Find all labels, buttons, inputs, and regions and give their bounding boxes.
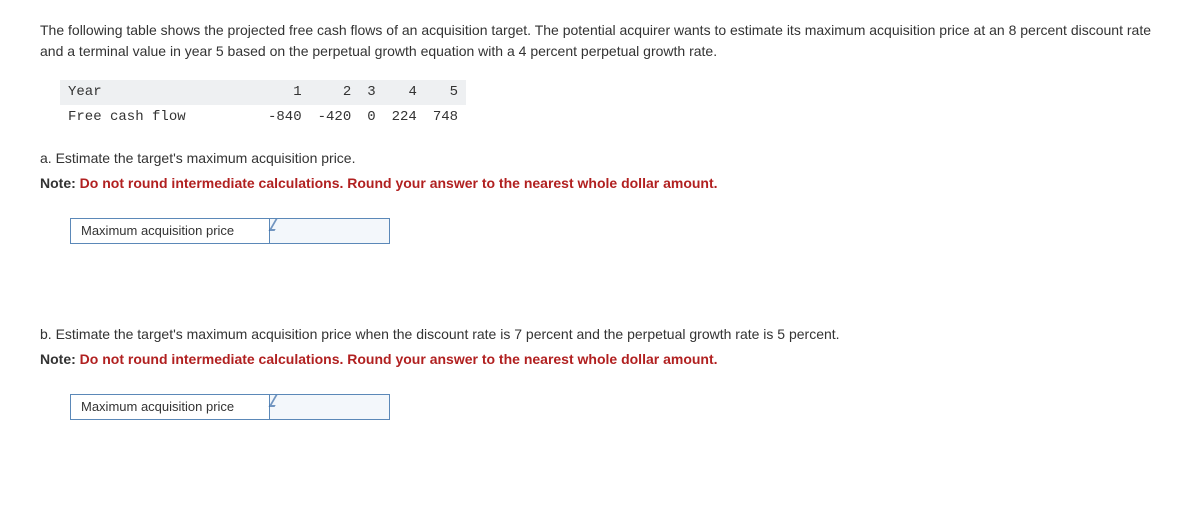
table-row: Year 1 2 3 4 5 — [60, 80, 466, 105]
part-b-question: b. Estimate the target's maximum acquisi… — [40, 324, 1160, 345]
note-body: Do not round intermediate calculations. … — [80, 175, 718, 191]
year-row-label: Year — [60, 80, 260, 105]
part-a-question: a. Estimate the target's maximum acquisi… — [40, 148, 1160, 169]
cashflow-table: Year 1 2 3 4 5 Free cash flow -840 -420 … — [60, 80, 466, 130]
part-a-note: Note: Do not round intermediate calculat… — [40, 173, 1160, 194]
note-prefix: Note: — [40, 175, 76, 191]
part-a-input-wrap — [270, 218, 390, 244]
part-b: b. Estimate the target's maximum acquisi… — [40, 324, 1160, 420]
year-cell: 4 — [384, 80, 425, 105]
fcf-row-label: Free cash flow — [60, 105, 260, 130]
part-a-answer-label: Maximum acquisition price — [70, 218, 270, 244]
fcf-cell: 224 — [384, 105, 425, 130]
part-b-answer-input[interactable] — [270, 395, 389, 419]
part-a-text: Estimate the target's maximum acquisitio… — [56, 150, 356, 166]
table-row: Free cash flow -840 -420 0 224 748 — [60, 105, 466, 130]
fcf-cell: -420 — [310, 105, 360, 130]
part-b-text: Estimate the target's maximum acquisitio… — [56, 326, 840, 342]
year-cell: 5 — [425, 80, 466, 105]
year-cell: 3 — [359, 80, 383, 105]
fcf-cell: 0 — [359, 105, 383, 130]
part-a-label: a. — [40, 150, 52, 166]
part-b-note: Note: Do not round intermediate calculat… — [40, 349, 1160, 370]
fcf-cell: 748 — [425, 105, 466, 130]
year-cell: 1 — [260, 80, 310, 105]
part-a-answer-row: Maximum acquisition price — [70, 218, 1160, 244]
part-b-answer-label: Maximum acquisition price — [70, 394, 270, 420]
part-b-input-wrap — [270, 394, 390, 420]
part-b-answer-row: Maximum acquisition price — [70, 394, 1160, 420]
part-b-label: b. — [40, 326, 52, 342]
part-a: a. Estimate the target's maximum acquisi… — [40, 148, 1160, 244]
part-a-answer-input[interactable] — [270, 219, 389, 243]
year-cell: 2 — [310, 80, 360, 105]
intro-text: The following table shows the projected … — [40, 20, 1160, 62]
fcf-cell: -840 — [260, 105, 310, 130]
note-body: Do not round intermediate calculations. … — [80, 351, 718, 367]
note-prefix: Note: — [40, 351, 76, 367]
